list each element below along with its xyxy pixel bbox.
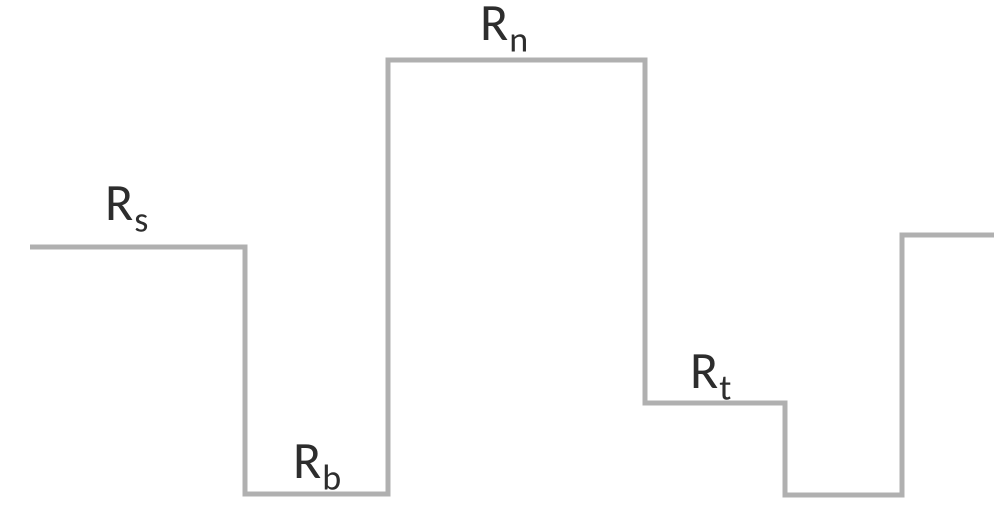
label-Rs-sub: s xyxy=(134,197,148,241)
label-Rs-main: R xyxy=(105,170,133,234)
label-Rn-main: R xyxy=(480,0,508,54)
labels-group: RsRbRnRt xyxy=(105,0,731,499)
step-line xyxy=(30,60,994,495)
label-Rt-sub: t xyxy=(719,365,731,409)
signal-diagram: RsRbRnRt xyxy=(0,0,1000,521)
label-Rn-sub: n xyxy=(509,17,528,61)
label-Rn: Rn xyxy=(480,0,528,61)
label-Rt-main: R xyxy=(690,338,718,402)
label-Rb-sub: b xyxy=(322,455,341,499)
label-Rt: Rt xyxy=(690,338,731,409)
label-Rb-main: R xyxy=(293,428,321,492)
label-Rs: Rs xyxy=(105,170,148,241)
label-Rb: Rb xyxy=(293,428,341,499)
